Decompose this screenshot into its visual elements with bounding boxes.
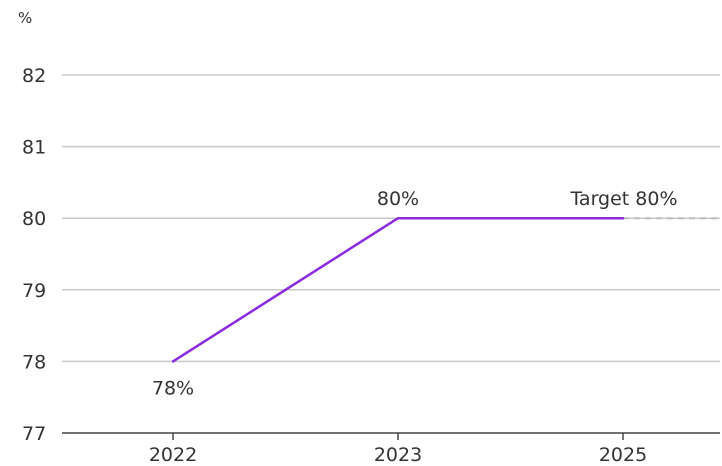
x-axis-ticks: 2022 2023 2025 [149,433,647,466]
y-tick-label: 82 [22,65,46,87]
data-label: 80% [377,188,419,210]
series-group [171,216,625,363]
y-unit-label: % [18,9,32,27]
y-tick-label: 81 [22,137,46,159]
y-tick-label: 79 [22,280,46,302]
series-line [171,216,625,363]
x-tick-label: 2022 [149,444,197,466]
x-tick-label: 2023 [374,444,422,466]
y-axis-ticks: 77 78 79 80 81 82 [22,65,46,445]
data-label: Target 80% [569,188,677,210]
y-tick-label: 78 [22,351,46,373]
data-labels: 78% 80% Target 80% [152,188,678,399]
y-tick-label: 80 [22,208,46,230]
y-tick-label: 77 [22,423,46,445]
gridlines [62,74,720,363]
x-tick-label: 2025 [599,444,647,466]
data-label: 78% [152,377,194,399]
